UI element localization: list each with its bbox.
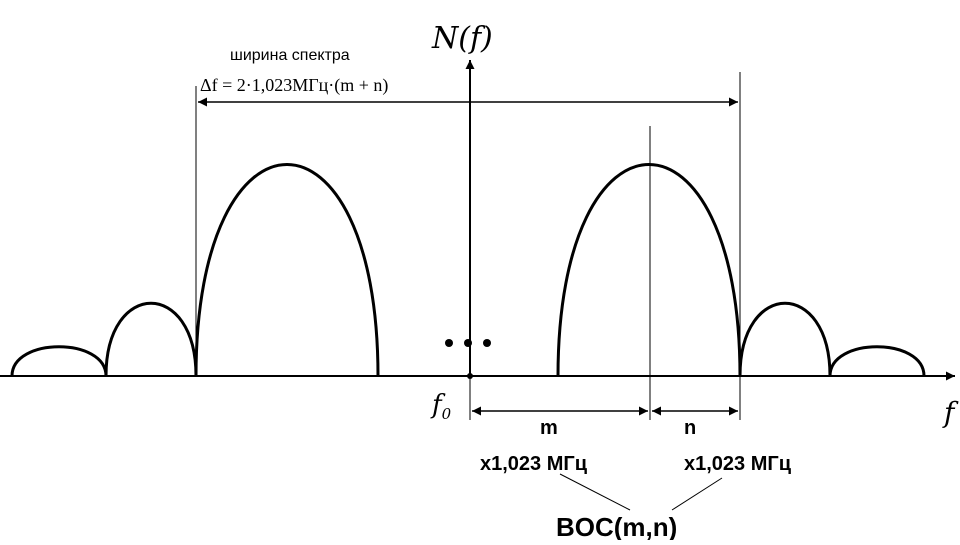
right-main-lobe xyxy=(556,163,742,377)
n-leader-line xyxy=(671,477,723,511)
ellipsis-dot xyxy=(445,339,453,347)
origin-label: f0 xyxy=(430,390,452,423)
x-axis-label: f xyxy=(942,396,959,429)
right-inner-sidelobe xyxy=(738,302,832,377)
m-leader-line xyxy=(559,473,631,511)
ellipsis-dot xyxy=(483,339,491,347)
left-main-lobe xyxy=(194,163,380,377)
right-outer-sidelobe xyxy=(828,345,926,377)
left-inner-sidelobe xyxy=(104,302,198,377)
ellipsis-dot xyxy=(464,339,472,347)
origin-label-subscript: 0 xyxy=(442,405,452,423)
spectrum-width-formula: Δf = 2·1,023МГц·(m + n) xyxy=(200,75,388,96)
y-axis-label: N(f) xyxy=(431,21,493,56)
modulation-label: BOC(m,n) xyxy=(556,512,677,540)
n-unit-label: x1,023 МГц xyxy=(684,453,792,475)
left-outer-sidelobe xyxy=(10,345,108,377)
n-label: n xyxy=(684,417,696,439)
m-label: m xyxy=(540,417,558,439)
spectrum-width-caption: ширина спектра xyxy=(230,47,350,64)
m-unit-label: x1,023 МГц xyxy=(480,453,588,475)
ellipsis-dots xyxy=(445,339,491,347)
